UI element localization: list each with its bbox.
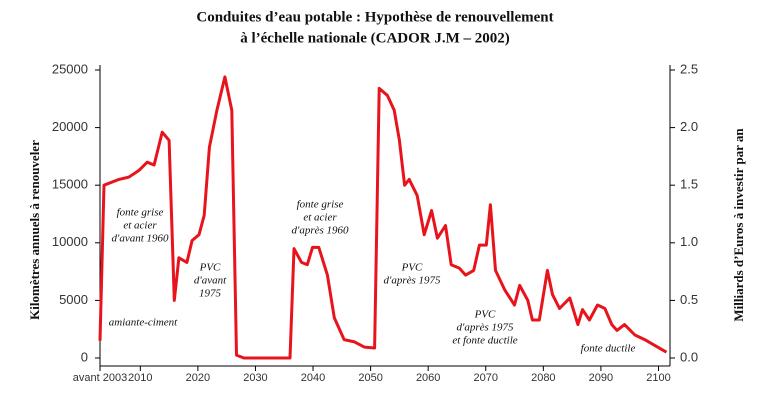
y2-tick-label: 2.0 <box>680 119 698 134</box>
x-tick-label: 2040 <box>301 372 325 384</box>
annotation: fonte grise <box>117 207 164 219</box>
x-tick-label: avant 2003 <box>73 372 127 384</box>
y2-tick-label: 1.5 <box>680 177 698 192</box>
chart-title: Conduites d’eau potable : Hypothèse de r… <box>196 9 553 25</box>
annotation: d'après 1975 <box>383 275 441 287</box>
y-tick-label: 5000 <box>59 292 88 307</box>
x-tick-label: 2010 <box>128 372 152 384</box>
y2-tick-label: 1.0 <box>680 234 698 249</box>
x-tick-label: 2090 <box>589 372 613 384</box>
y2-tick-label: 2.5 <box>680 61 698 76</box>
annotation: amiante-ciment <box>109 317 178 329</box>
annotation: d'après 1975 <box>456 322 514 334</box>
y-tick-label: 10000 <box>52 234 88 249</box>
annotation: PVC <box>199 262 221 274</box>
annotation: d'avant 1960 <box>111 233 169 245</box>
chart-title: à l’échelle nationale (CADOR J.M – 2002) <box>240 30 510 46</box>
y-tick-label: 25000 <box>52 61 88 76</box>
annotation: fonte ductile <box>581 343 636 355</box>
x-tick-label: 2070 <box>474 372 498 384</box>
annotation: PVC <box>401 262 423 274</box>
x-tick-label: 2100 <box>646 372 670 384</box>
y-axis-label: Kilomètres annuels à renouveler <box>27 140 42 320</box>
data-line <box>98 75 668 360</box>
annotation: PVC <box>474 309 496 321</box>
annotation: fonte grise <box>297 199 344 211</box>
x-tick-label: 2060 <box>416 372 440 384</box>
y-tick-label: 20000 <box>52 119 88 134</box>
x-tick-label: 2080 <box>531 372 555 384</box>
y2-tick-label: 0.5 <box>680 292 698 307</box>
y2-tick-label: 0.0 <box>680 349 698 364</box>
annotation: d'avant <box>194 275 227 287</box>
x-tick-label: 2020 <box>186 372 210 384</box>
annotation: d'après 1960 <box>291 225 349 237</box>
y-tick-label: 15000 <box>52 177 88 192</box>
annotation: et acier <box>123 220 157 232</box>
x-tick-label: 2050 <box>358 372 382 384</box>
annotation: et acier <box>303 212 337 224</box>
x-tick-label: 2030 <box>243 372 267 384</box>
y2-axis-label: Milliards d’Euros à investir par an <box>731 128 746 322</box>
annotation: 1975 <box>199 288 222 300</box>
annotation: et fonte ductile <box>452 335 517 347</box>
y-tick-label: 0 <box>81 349 88 364</box>
